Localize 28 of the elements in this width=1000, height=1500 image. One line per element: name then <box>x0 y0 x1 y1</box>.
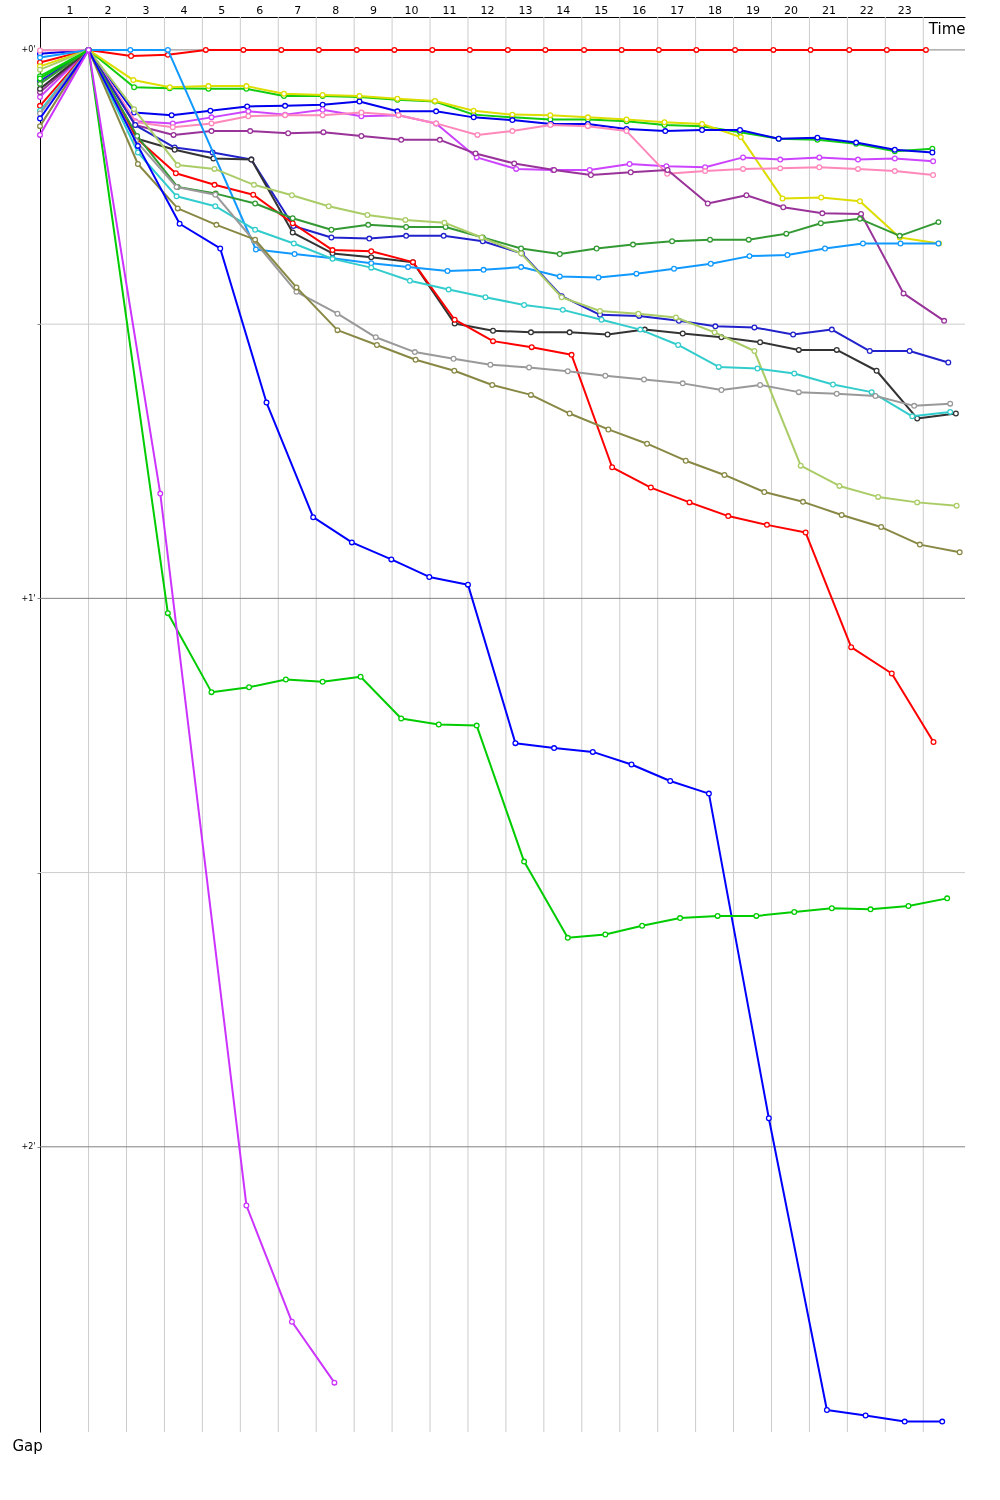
x-tick-label: 2 <box>104 3 112 17</box>
y-tick-label: +0' <box>21 45 36 55</box>
y-tick-label: +1' <box>21 593 36 603</box>
x-tick-label: 12 <box>480 3 495 17</box>
x-tick-label: 21 <box>821 3 836 17</box>
x-tick-label: 20 <box>783 3 798 17</box>
x-tick-label: 11 <box>442 3 457 17</box>
y-tick-label: +2' <box>21 1142 36 1152</box>
x-tick-label: 22 <box>859 3 874 17</box>
x-tick-label: 1 <box>66 3 74 17</box>
x-tick-label: 19 <box>746 3 761 17</box>
x-tick-label: 16 <box>632 3 647 17</box>
x-tick-label: 8 <box>332 3 340 17</box>
x-tick-label: 18 <box>708 3 723 17</box>
x-tick-label: 14 <box>556 3 571 17</box>
x-tick-label: 4 <box>180 3 188 17</box>
x-tick-label: 17 <box>670 3 685 17</box>
x-axis-title: Time <box>927 19 966 38</box>
x-tick-label: 10 <box>404 3 419 17</box>
x-tick-label: 15 <box>594 3 609 17</box>
x-tick-label: 9 <box>370 3 378 17</box>
x-tick-label: 23 <box>897 3 912 17</box>
y-axis-title: Gap <box>12 1436 43 1455</box>
x-tick-label: 7 <box>294 3 302 17</box>
x-tick-label: 6 <box>256 3 264 17</box>
x-tick-label: 3 <box>142 3 150 17</box>
x-tick-label: 5 <box>218 3 226 17</box>
x-tick-label: 13 <box>518 3 533 17</box>
